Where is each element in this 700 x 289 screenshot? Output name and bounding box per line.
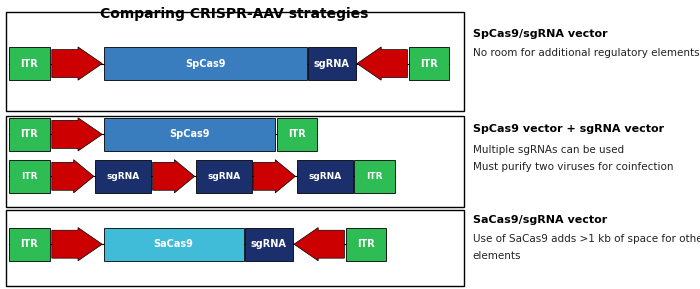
Bar bbox=[346, 228, 386, 261]
Bar bbox=[104, 228, 244, 261]
Polygon shape bbox=[52, 47, 102, 80]
Text: sgRNA: sgRNA bbox=[207, 172, 241, 181]
Bar bbox=[354, 160, 395, 193]
Text: ITR: ITR bbox=[420, 59, 438, 68]
Text: elements: elements bbox=[473, 251, 521, 262]
Text: SaCas9/sgRNA vector: SaCas9/sgRNA vector bbox=[473, 215, 607, 225]
Bar bbox=[196, 160, 252, 193]
Polygon shape bbox=[52, 160, 94, 193]
Bar bbox=[104, 47, 307, 80]
Bar bbox=[6, 116, 464, 207]
Text: ITR: ITR bbox=[357, 239, 375, 249]
Polygon shape bbox=[253, 160, 295, 193]
Bar bbox=[245, 228, 293, 261]
Bar bbox=[308, 47, 356, 80]
Bar bbox=[409, 47, 449, 80]
Text: SaCas9: SaCas9 bbox=[154, 239, 193, 249]
Text: ITR: ITR bbox=[21, 172, 38, 181]
Bar bbox=[276, 118, 317, 151]
Bar bbox=[297, 160, 353, 193]
Polygon shape bbox=[294, 228, 344, 261]
Text: SpCas9/sgRNA vector: SpCas9/sgRNA vector bbox=[473, 29, 607, 39]
Bar bbox=[9, 160, 50, 193]
Text: SpCas9: SpCas9 bbox=[185, 59, 225, 68]
Text: sgRNA: sgRNA bbox=[251, 239, 287, 249]
Text: Comparing CRISPR-AAV strategies: Comparing CRISPR-AAV strategies bbox=[100, 7, 369, 21]
Text: SpCas9: SpCas9 bbox=[169, 129, 209, 139]
Text: ITR: ITR bbox=[288, 129, 306, 139]
Text: ITR: ITR bbox=[366, 172, 383, 181]
Bar bbox=[9, 47, 50, 80]
Text: No room for additional regulatory elements: No room for additional regulatory elemen… bbox=[473, 48, 699, 58]
Polygon shape bbox=[153, 160, 195, 193]
Text: Use of SaCas9 adds >1 kb of space for other: Use of SaCas9 adds >1 kb of space for ot… bbox=[473, 234, 700, 244]
Bar bbox=[9, 118, 50, 151]
Polygon shape bbox=[52, 228, 102, 261]
Text: Must purify two viruses for coinfection: Must purify two viruses for coinfection bbox=[473, 162, 673, 172]
Text: Multiple sgRNAs can be used: Multiple sgRNAs can be used bbox=[473, 144, 624, 155]
Text: ITR: ITR bbox=[20, 239, 38, 249]
Bar bbox=[95, 160, 151, 193]
Text: ITR: ITR bbox=[20, 129, 38, 139]
Text: sgRNA: sgRNA bbox=[308, 172, 342, 181]
Bar bbox=[9, 228, 50, 261]
Text: sgRNA: sgRNA bbox=[314, 59, 350, 68]
Text: sgRNA: sgRNA bbox=[106, 172, 140, 181]
Polygon shape bbox=[52, 118, 102, 151]
Polygon shape bbox=[357, 47, 407, 80]
Bar bbox=[6, 12, 464, 111]
Bar bbox=[104, 118, 275, 151]
Text: ITR: ITR bbox=[20, 59, 38, 68]
Bar bbox=[6, 210, 464, 286]
Text: SpCas9 vector + sgRNA vector: SpCas9 vector + sgRNA vector bbox=[473, 124, 664, 134]
